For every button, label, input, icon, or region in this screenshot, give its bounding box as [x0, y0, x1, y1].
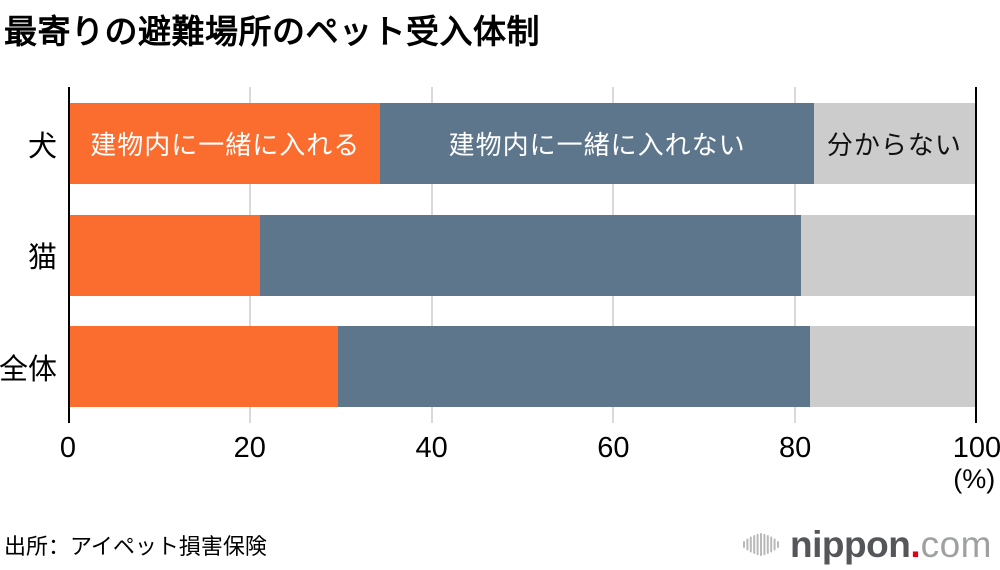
bar-row-全体: 全体: [0, 326, 975, 407]
bar-row-犬: 犬 建物内に一緒に入れる 建物内に一緒に入れない 分からない: [28, 103, 975, 184]
y-axis-line-left: [68, 87, 70, 423]
category-label: 犬: [27, 130, 57, 163]
logo-brand: nippon: [790, 523, 911, 565]
bar-segment: [337, 326, 811, 407]
bar-segment: [810, 326, 975, 407]
x-axis: 0 20 40 60 80 100: [60, 432, 1000, 466]
x-axis-unit: (%): [953, 464, 996, 494]
bar-segment: 建物内に一緒に入れない: [380, 103, 814, 184]
source-note: 出所：アイペット損害保険: [4, 534, 267, 559]
plot-area: 犬 建物内に一緒に入れる 建物内に一緒に入れない 分からない猫全体: [0, 87, 977, 423]
category-label: 全体: [0, 353, 57, 386]
logo-tld: com: [920, 523, 992, 565]
series-label: 建物内に一緒に入れる: [90, 130, 361, 160]
x-tick-label: 80: [779, 432, 812, 464]
series-label: 分からない: [826, 130, 962, 160]
x-tick-label: 40: [415, 432, 448, 464]
logo-soundwave-icon: [743, 532, 780, 556]
bar-segment: [801, 214, 975, 296]
x-tick-label: 60: [597, 432, 630, 464]
nippon-logo: nippon.com: [743, 522, 992, 566]
bar-rows: 犬 建物内に一緒に入れる 建物内に一緒に入れない 分からない猫全体: [0, 87, 975, 423]
logo-text: nippon.com: [790, 526, 992, 563]
series-label: 建物内に一緒に入れない: [448, 130, 746, 160]
page-title: 最寄りの避難場所のペット受入体制: [4, 13, 540, 50]
x-tick-label: 0: [59, 432, 77, 464]
bar-segment: [260, 214, 802, 296]
bar-segment: [70, 214, 261, 296]
bar-segment: [70, 326, 338, 407]
x-axis-line-100: [975, 87, 977, 423]
logo-dot: .: [910, 523, 921, 565]
bar-row-猫: 猫: [28, 214, 975, 296]
x-tick-label: 20: [233, 432, 266, 464]
category-label: 猫: [27, 242, 57, 274]
bar-segment: 分からない: [813, 103, 975, 184]
x-tick-label: 100: [952, 432, 1000, 464]
bar-segment: 建物内に一緒に入れる: [70, 103, 381, 184]
